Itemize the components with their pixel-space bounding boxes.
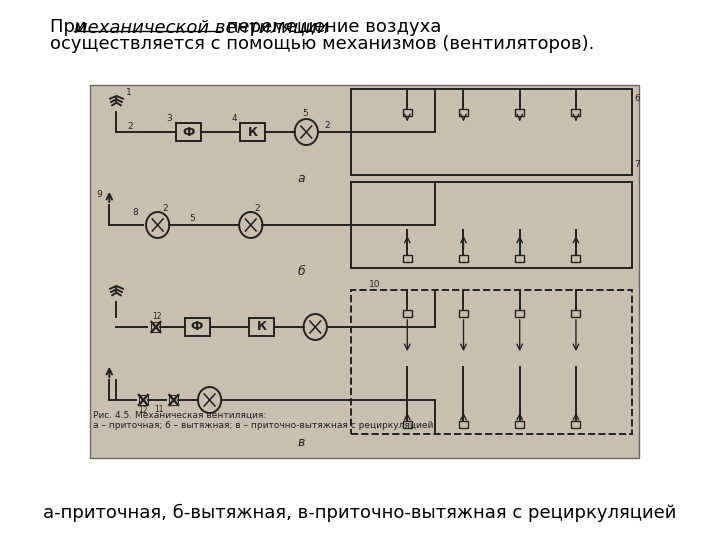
Text: в: в — [297, 436, 305, 449]
Text: 2: 2 — [127, 122, 133, 131]
Bar — [516, 255, 524, 262]
Text: Рис. 4.5. Механическая вентиляция:
а – приточная; б – вытяжная; в – приточно-выт: Рис. 4.5. Механическая вентиляция: а – п… — [93, 410, 433, 430]
Text: 5: 5 — [302, 109, 307, 118]
Bar — [516, 109, 524, 116]
Text: 12: 12 — [138, 406, 148, 415]
Text: Ф: Ф — [191, 321, 203, 334]
Text: При: При — [50, 18, 93, 36]
Bar — [402, 255, 412, 262]
Bar — [402, 109, 412, 116]
Bar — [184, 318, 210, 336]
Bar — [249, 318, 274, 336]
Bar — [402, 310, 412, 317]
Bar — [139, 395, 148, 405]
Text: 2: 2 — [324, 121, 330, 130]
Bar — [572, 109, 580, 116]
Bar — [169, 395, 179, 405]
Text: 10: 10 — [369, 280, 380, 289]
Text: 6: 6 — [634, 94, 639, 103]
Bar — [351, 290, 632, 434]
Text: Ф: Ф — [182, 125, 194, 138]
Text: 9: 9 — [96, 190, 102, 199]
Text: перемещение воздуха: перемещение воздуха — [221, 18, 441, 36]
Text: К: К — [256, 321, 266, 334]
Text: 2: 2 — [254, 204, 260, 213]
Bar — [459, 109, 468, 116]
Text: 12: 12 — [153, 312, 162, 321]
Text: 11: 11 — [154, 405, 163, 414]
Text: 2: 2 — [162, 204, 168, 213]
Text: 7: 7 — [634, 160, 639, 169]
Bar — [459, 310, 468, 317]
Bar — [516, 310, 524, 317]
Bar — [151, 322, 161, 332]
Bar — [572, 421, 580, 428]
Bar — [351, 182, 632, 268]
Bar — [572, 255, 580, 262]
Bar — [572, 310, 580, 317]
Bar — [240, 123, 265, 141]
Text: 3: 3 — [166, 114, 172, 123]
Text: 1: 1 — [126, 88, 132, 97]
Text: механической вентиляции: механической вентиляции — [73, 18, 328, 36]
Bar — [89, 85, 639, 458]
Text: К: К — [248, 125, 258, 138]
Text: 4: 4 — [231, 114, 237, 123]
Bar — [351, 89, 632, 175]
Text: 8: 8 — [132, 208, 138, 217]
Bar — [516, 421, 524, 428]
Bar — [402, 421, 412, 428]
Bar — [176, 123, 201, 141]
Bar — [459, 255, 468, 262]
Bar — [459, 421, 468, 428]
Text: б: б — [297, 265, 305, 278]
Text: осуществляется с помощью механизмов (вентиляторов).: осуществляется с помощью механизмов (вен… — [50, 35, 595, 53]
Text: а: а — [297, 172, 305, 185]
Text: а-приточная, б-вытяжная, в-приточно-вытяжная с рециркуляцией: а-приточная, б-вытяжная, в-приточно-вытя… — [43, 504, 677, 522]
Text: 5: 5 — [189, 214, 194, 223]
